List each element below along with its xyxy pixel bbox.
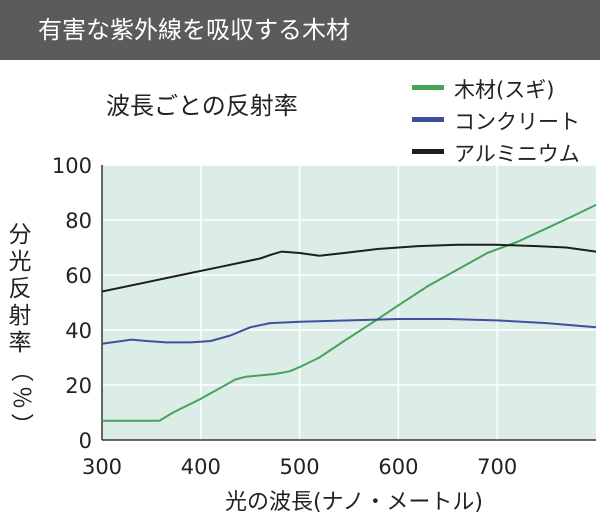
series-line-aluminum [101, 243, 597, 293]
y-tick-label: 80 [65, 209, 92, 233]
header-title: 有害な紫外線を吸収する木材 [38, 16, 350, 44]
y-axis-label-char-4: 射 [8, 303, 32, 329]
x-tick-label: 600 [378, 455, 418, 479]
y-tick-label: 40 [65, 319, 92, 343]
y-tick-label: 20 [65, 374, 92, 398]
legend-label-aluminum: アルミニウム [454, 142, 580, 166]
plot-background [102, 165, 596, 440]
y-axis-label: 分 光 反 射 率 （ ％ ） [6, 222, 34, 438]
legend-label-wood: 木材(スギ) [454, 78, 555, 102]
x-tick-label: 500 [280, 455, 320, 479]
y-tick-label: 0 [79, 429, 92, 453]
y-axis-label-char-5: 率 [8, 330, 32, 356]
y-tick-label: 60 [65, 264, 92, 288]
legend-swatch-concrete [412, 117, 444, 122]
header-bar: 有害な紫外線を吸収する木材 [0, 0, 600, 60]
legend-swatch-aluminum [412, 149, 444, 154]
chart-title: 波長ごとの反射率 [106, 92, 298, 120]
y-tick-label: 100 [52, 154, 92, 178]
legend-swatch-wood [412, 85, 444, 90]
y-axis-label-char-1: 分 [8, 222, 32, 248]
series-line-concrete [101, 318, 597, 345]
x-tick-label: 700 [477, 455, 517, 479]
x-axis-label: 光の波長(ナノ・メートル) [224, 490, 484, 515]
y-axis-label-char-2: 光 [8, 249, 32, 275]
x-tick-label: 400 [181, 455, 221, 479]
legend-label-concrete: コンクリート [454, 110, 580, 134]
y-axis-label-char-3: 反 [8, 276, 32, 302]
series-line-wood [102, 204, 597, 422]
x-tick-label: 300 [82, 455, 122, 479]
